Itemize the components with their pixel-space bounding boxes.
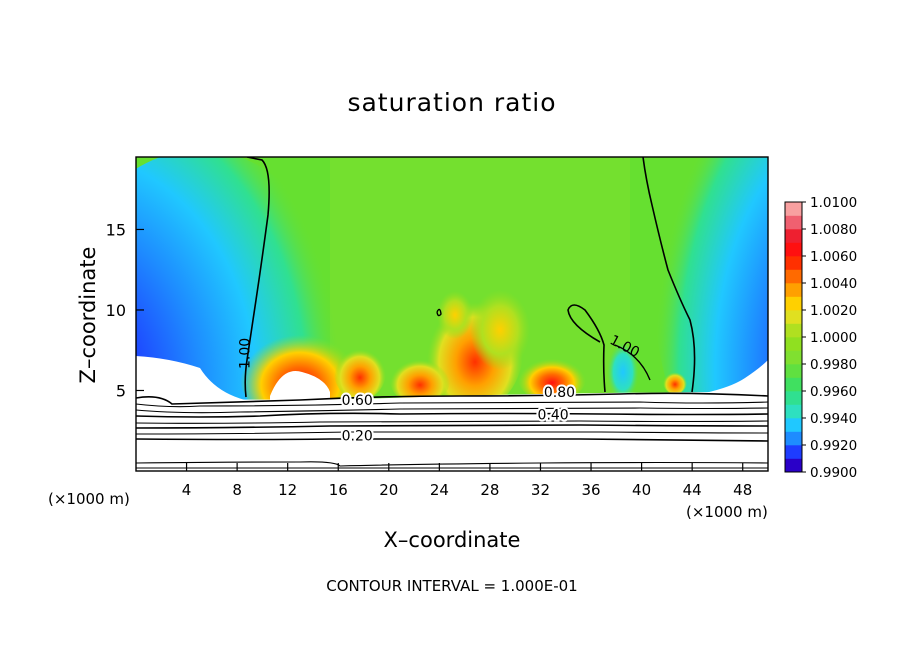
contour-lines <box>136 157 768 469</box>
contour-line-0.80 <box>136 392 768 405</box>
x-tick-label: 4 <box>182 481 192 499</box>
contour-label: 0.20 <box>342 428 373 444</box>
colorbar-band <box>785 445 802 459</box>
x-unit-label-right: (×1000 m) <box>686 503 768 521</box>
colorbar-band <box>785 283 802 297</box>
colorbar-band <box>785 296 802 311</box>
colorbar-tick-label: 1.0040 <box>810 276 857 292</box>
colorbar-tick-label: 1.0000 <box>810 330 857 346</box>
colorbar-band <box>785 404 802 419</box>
colorbar-band <box>785 215 802 230</box>
colorbar-tick-label: 0.9900 <box>810 465 857 481</box>
contour-line-1.00-loop <box>567 304 606 393</box>
colorbar-tick-label: 0.9940 <box>810 411 857 427</box>
y-tick-label: 5 <box>116 381 126 400</box>
x-tick-label: 48 <box>733 481 752 499</box>
x-tick-label: 20 <box>379 481 398 499</box>
colorbar-tick-label: 1.0080 <box>810 222 857 238</box>
colorbar-band <box>785 431 802 446</box>
colorbar-band <box>785 229 802 243</box>
x-tick-label: 12 <box>278 481 297 499</box>
x-tick-label: 40 <box>632 481 651 499</box>
colorbar-band <box>785 242 802 257</box>
contour-line-0.60 <box>136 412 768 418</box>
colorbar-band <box>785 337 802 351</box>
y-axis-label: Z–coordinate <box>76 246 100 384</box>
contour-line-0.40 <box>136 424 768 429</box>
colorbar-tick-label: 1.0060 <box>810 249 857 265</box>
contour-interval-note: CONTOUR INTERVAL = 1.000E-01 <box>326 577 578 595</box>
plot-frame <box>135 156 769 472</box>
x-tick-label: 36 <box>581 481 600 499</box>
x-axis-label: X–coordinate <box>383 528 521 552</box>
x-tick-label: 44 <box>683 481 702 499</box>
contour-line-0.20 <box>136 438 768 442</box>
x-tick-label: 8 <box>232 481 242 499</box>
colorbar-band <box>785 202 802 216</box>
colorbar-band <box>785 364 802 378</box>
colorbar-band <box>785 391 802 405</box>
contour-line-1.00-segment <box>614 344 651 381</box>
y-tick-label: 15 <box>106 220 126 239</box>
colorbar-tick-label: 0.9980 <box>810 357 857 373</box>
x-tick-label: 28 <box>480 481 499 499</box>
contour-line-1.00-right <box>642 157 696 393</box>
contour-label: 0.40 <box>538 407 569 423</box>
heatmap-field <box>136 157 768 471</box>
colorbar-band <box>785 350 802 365</box>
contour-label: 0.60 <box>342 393 373 409</box>
colorbar-band <box>785 458 802 473</box>
colorbar-tick-label: 1.0020 <box>810 303 857 319</box>
colorbar-band <box>785 377 802 392</box>
contour-label: 0.80 <box>544 385 575 401</box>
contour-line-1.00-small <box>436 308 442 317</box>
x-tick-label: 32 <box>531 481 550 499</box>
contour-labels: 1.00 1.000.800.600.400.20 <box>238 332 642 446</box>
colorbar-tick-label: 1.0100 <box>810 195 857 211</box>
x-tick-label: 16 <box>329 481 348 499</box>
colorbar-tick-label: 0.9960 <box>810 384 857 400</box>
colorbar-band <box>785 310 802 324</box>
colorbar-band <box>785 256 802 270</box>
x-unit-label-left: (×1000 m) <box>48 490 130 508</box>
y-tick-label: 10 <box>106 301 126 320</box>
contour-line-1.00-left <box>244 157 270 398</box>
colorbar-band <box>785 418 802 432</box>
contour-label: 1.00 <box>238 338 254 369</box>
chart-title: saturation ratio <box>347 88 557 117</box>
colorbar: 0.9900 0.9920 0.9940 0.9960 0.9980 1.0000 1.00… <box>784 195 857 481</box>
x-tick-label: 24 <box>430 481 449 499</box>
colorbar-band <box>785 323 802 338</box>
colorbar-band <box>785 269 802 284</box>
colorbar-tick-label: 0.9920 <box>810 438 857 454</box>
